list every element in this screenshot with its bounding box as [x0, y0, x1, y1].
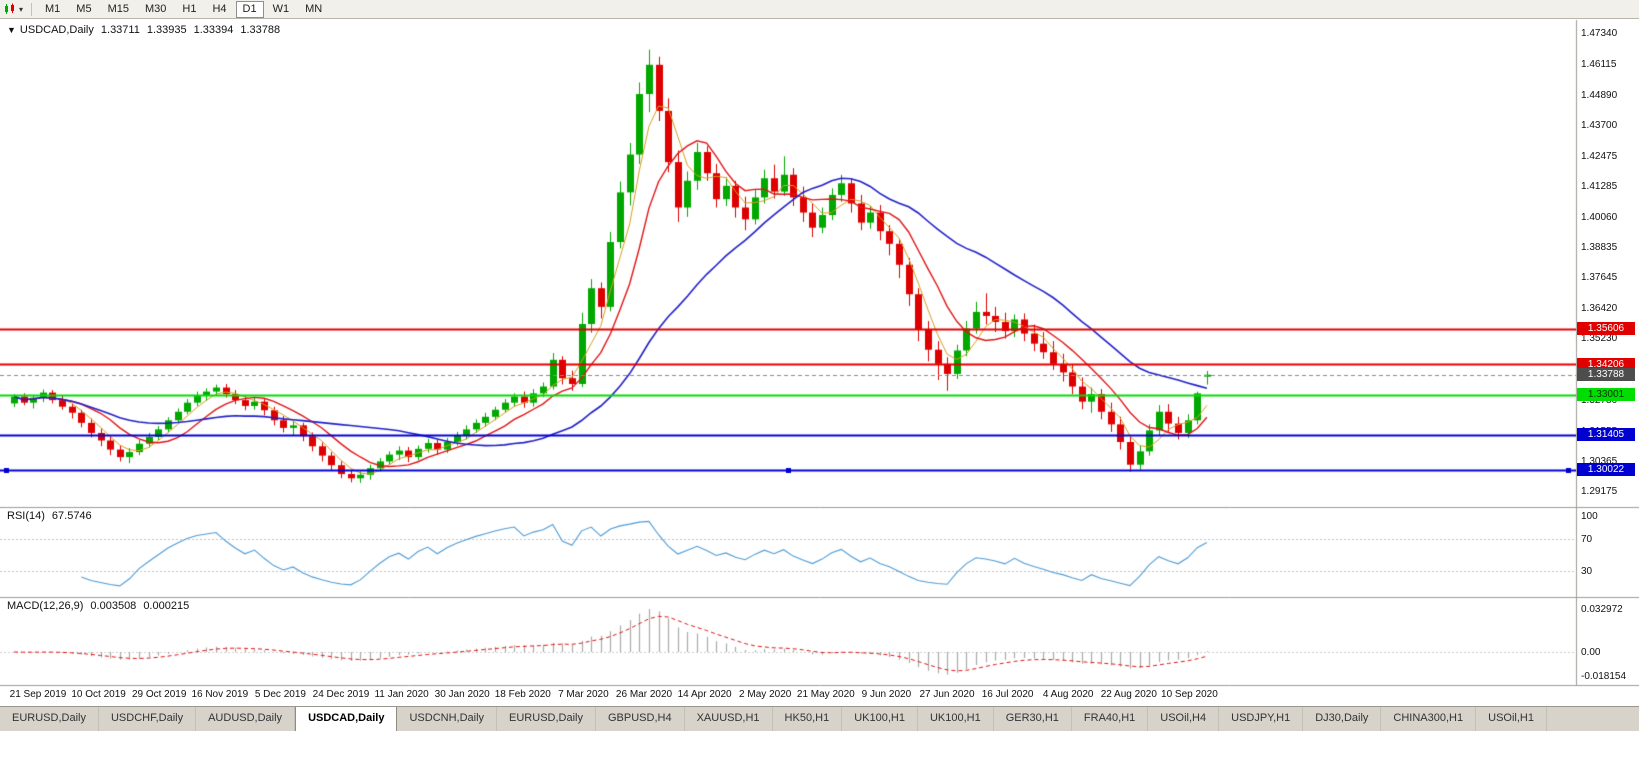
ohlc-close: 1.33788 — [240, 24, 281, 36]
chart-tabs-bar: EURUSD,Daily USDCHF,Daily AUDUSD,Daily USDC… — [0, 706, 1639, 731]
date-axis-label: 16 Nov 2019 — [191, 689, 249, 700]
date-axis-label: 9 Jun 2020 — [861, 689, 912, 700]
timeframe-button-M5[interactable]: M5 — [76, 2, 92, 15]
date-axis-label: 21 Sep 2019 — [9, 689, 67, 700]
macd-signal-value: 0.000215 — [143, 600, 190, 612]
date-axis-label: 16 Jul 2020 — [981, 689, 1034, 700]
chart-canvas[interactable] — [0, 0, 1639, 706]
date-axis-label: 26 Mar 2020 — [615, 689, 673, 700]
ohlc-low: 1.33394 — [193, 24, 234, 36]
timeframe-button-group: M1 M5 M15 M30 H1 H4 D1 W1 MN — [37, 0, 330, 18]
price-axis-label: 1.35230 — [1581, 333, 1618, 345]
timeframe-button-H1[interactable]: H1 — [182, 2, 197, 15]
date-axis-label: 30 Jan 2020 — [434, 689, 490, 700]
rsi-current-value: 67.5746 — [51, 510, 92, 522]
symbol-dropdown-arrow-icon[interactable]: ▼ — [7, 25, 16, 35]
time-axis[interactable]: 21 Sep 2019 10 Oct 2019 29 Oct 2019 16 Nov … — [0, 686, 1576, 705]
price-axis-label: 1.40060 — [1581, 211, 1618, 223]
macd-indicator-name: MACD(12,26,9) — [7, 600, 84, 612]
price-axis-label: 1.46115 — [1581, 58, 1617, 70]
date-axis-label: 18 Feb 2020 — [494, 689, 551, 700]
date-axis-label: 29 Oct 2019 — [131, 689, 187, 700]
date-axis-label: 7 Mar 2020 — [558, 689, 609, 700]
chart-tab-USDCAD-Daily[interactable]: USDCAD,Daily — [295, 707, 398, 731]
macd-axis-label: -0.018154 — [1581, 670, 1627, 682]
chart-tab-UK100-H1[interactable]: UK100,H1 — [842, 707, 918, 731]
date-axis-label: 27 Jun 2020 — [919, 689, 975, 700]
chart-tab-EURUSD-Daily[interactable]: EURUSD,Daily — [497, 707, 596, 731]
rsi-indicator-name: RSI(14) — [7, 510, 45, 522]
price-axis-label: 1.44890 — [1581, 89, 1618, 101]
macd-axis-label: 0.00 — [1581, 647, 1601, 658]
chart-tab-DJ30-Daily[interactable]: DJ30,Daily — [1303, 707, 1382, 731]
macd-panel-label: MACD(12,26,9) 0.003508 0.000215 — [7, 600, 196, 612]
chart-title: USDCAD,Daily — [19, 24, 94, 36]
price-axis-label: 1.29175 — [1581, 486, 1618, 498]
rsi-axis-label: 100 — [1581, 511, 1598, 522]
price-axis-label: 1.37645 — [1581, 272, 1618, 284]
date-axis-label: 10 Oct 2019 — [71, 689, 126, 700]
price-axis-label: 1.47340 — [1581, 28, 1618, 40]
date-axis-label: 21 May 2020 — [796, 689, 855, 700]
chart-tab-USDCNH-Daily[interactable]: USDCNH,Daily — [397, 707, 498, 731]
date-axis-label: 10 Sep 2020 — [1161, 689, 1218, 700]
chart-tab-AUDUSD-Daily[interactable]: AUDUSD,Daily — [196, 707, 296, 731]
date-axis-label: 2 May 2020 — [739, 689, 792, 700]
price-axis[interactable]: 1.47340 1.46115 1.44890 1.43700 1.42475 1.412… — [1577, 20, 1639, 686]
price-axis-label: 1.30365 — [1581, 456, 1618, 468]
chart-tab-FRA40-H1[interactable]: FRA40,H1 — [1072, 707, 1149, 731]
candlestick-chart-icon[interactable] — [3, 3, 18, 16]
date-axis-label: 14 Apr 2020 — [677, 689, 732, 700]
timeframe-button-M30[interactable]: M30 — [144, 2, 167, 15]
date-axis-label: 5 Dec 2019 — [254, 689, 306, 700]
price-level-badge-1.34206: 1.34206 — [1577, 357, 1635, 371]
timeframe-button-H4[interactable]: H4 — [212, 2, 227, 15]
price-level-badge-1.35606: 1.35606 — [1577, 322, 1635, 336]
macd-axis-label: 0.032972 — [1581, 604, 1623, 615]
date-axis-label: 22 Aug 2020 — [1100, 689, 1157, 700]
toolbar: ▾ M1 M5 M15 M30 H1 H4 D1 W1 MN — [0, 0, 1639, 19]
price-level-badge-1.30022: 1.30022 — [1577, 463, 1635, 477]
price-level-badge-1.31405: 1.31405 — [1577, 428, 1635, 442]
timeframe-button-W1[interactable]: W1 — [272, 2, 290, 15]
chart-tab-GBPUSD-H4[interactable]: GBPUSD,H4 — [596, 707, 685, 731]
toolbar-separator — [31, 2, 33, 16]
ohlc-high: 1.33935 — [146, 24, 187, 36]
timeframe-button-M1[interactable]: M1 — [45, 2, 61, 15]
timeframe-button-D1[interactable]: D1 — [235, 0, 264, 18]
rsi-axis-label: 70 — [1581, 534, 1593, 546]
price-level-badge-1.33001: 1.33001 — [1577, 388, 1635, 402]
timeframe-button-M15[interactable]: M15 — [107, 2, 129, 15]
rsi-panel-label: RSI(14) 67.5746 — [7, 510, 99, 522]
chart-tab-GER30-H1[interactable]: GER30,H1 — [994, 707, 1072, 731]
chart-tab-USDJPY-H1[interactable]: USDJPY,H1 — [1219, 707, 1304, 731]
ohlc-open: 1.33711 — [100, 24, 140, 36]
chart-tab-USOil-H4[interactable]: USOil,H4 — [1148, 707, 1220, 731]
timeframe-button-MN[interactable]: MN — [305, 2, 323, 15]
price-axis-label: 1.43700 — [1581, 119, 1618, 131]
chart-header: ▼ USDCAD,Daily 1.33711 1.33935 1.33394 1.3378… — [7, 24, 280, 36]
price-axis-label: 1.38835 — [1581, 242, 1618, 254]
chart-tab-UK100-H1[interactable]: UK100,H1 — [918, 707, 994, 731]
date-axis-label: 24 Dec 2019 — [312, 689, 370, 700]
chart-tab-HK50-H1[interactable]: HK50,H1 — [773, 707, 843, 731]
price-level-badge-1.33788: 1.33788 — [1577, 368, 1635, 382]
chart-tab-XAUUSD-H1[interactable]: XAUUSD,H1 — [685, 707, 773, 731]
rsi-axis-label: 30 — [1581, 565, 1593, 577]
date-axis-label: 4 Aug 2020 — [1042, 689, 1094, 700]
price-axis-label: 1.41285 — [1581, 180, 1618, 192]
chart-tab-EURUSD-Daily[interactable]: EURUSD,Daily — [0, 707, 99, 731]
date-axis-label: 11 Jan 2020 — [374, 689, 429, 700]
price-axis-label: 1.36420 — [1581, 303, 1618, 315]
macd-main-value: 0.003508 — [90, 600, 137, 612]
chart-tab-USDCHF-Daily[interactable]: USDCHF,Daily — [99, 707, 197, 731]
chart-tab-CHINA300-H1[interactable]: CHINA300,H1 — [1381, 707, 1477, 731]
chart-tab-USOil-H1[interactable]: USOil,H1 — [1476, 707, 1547, 731]
chart-menu-dropdown-icon[interactable]: ▾ — [19, 4, 24, 14]
price-axis-label: 1.42475 — [1581, 150, 1618, 162]
